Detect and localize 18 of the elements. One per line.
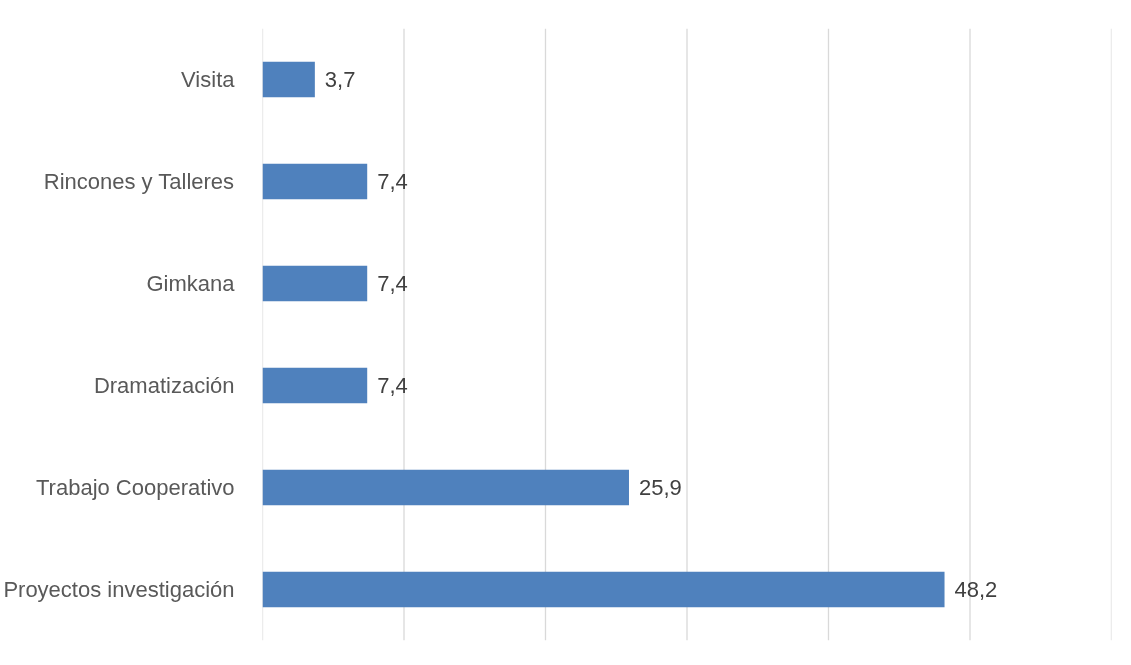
y-tick-label: Dramatización [93, 373, 235, 398]
y-tick-label: Gimkana [146, 271, 236, 296]
y-tick-label: Visita [181, 67, 236, 92]
y-tick-label: Rincones y Talleres [43, 169, 235, 194]
data-label: 48,2 [954, 577, 998, 602]
y-tick-label: Trabajo Cooperativo [35, 475, 235, 500]
y-tick-label: Proyectos investigación [3, 577, 235, 602]
data-label: 3,7 [324, 67, 356, 92]
bar [262, 469, 629, 506]
data-label: 7,4 [377, 271, 408, 296]
bar [262, 163, 368, 200]
data-label: 7,4 [377, 169, 408, 194]
bar [262, 571, 945, 608]
data-label: 25,9 [638, 475, 682, 500]
bar [262, 265, 368, 302]
data-label: 7,4 [377, 373, 408, 398]
bar [262, 61, 315, 98]
bar [262, 367, 368, 404]
